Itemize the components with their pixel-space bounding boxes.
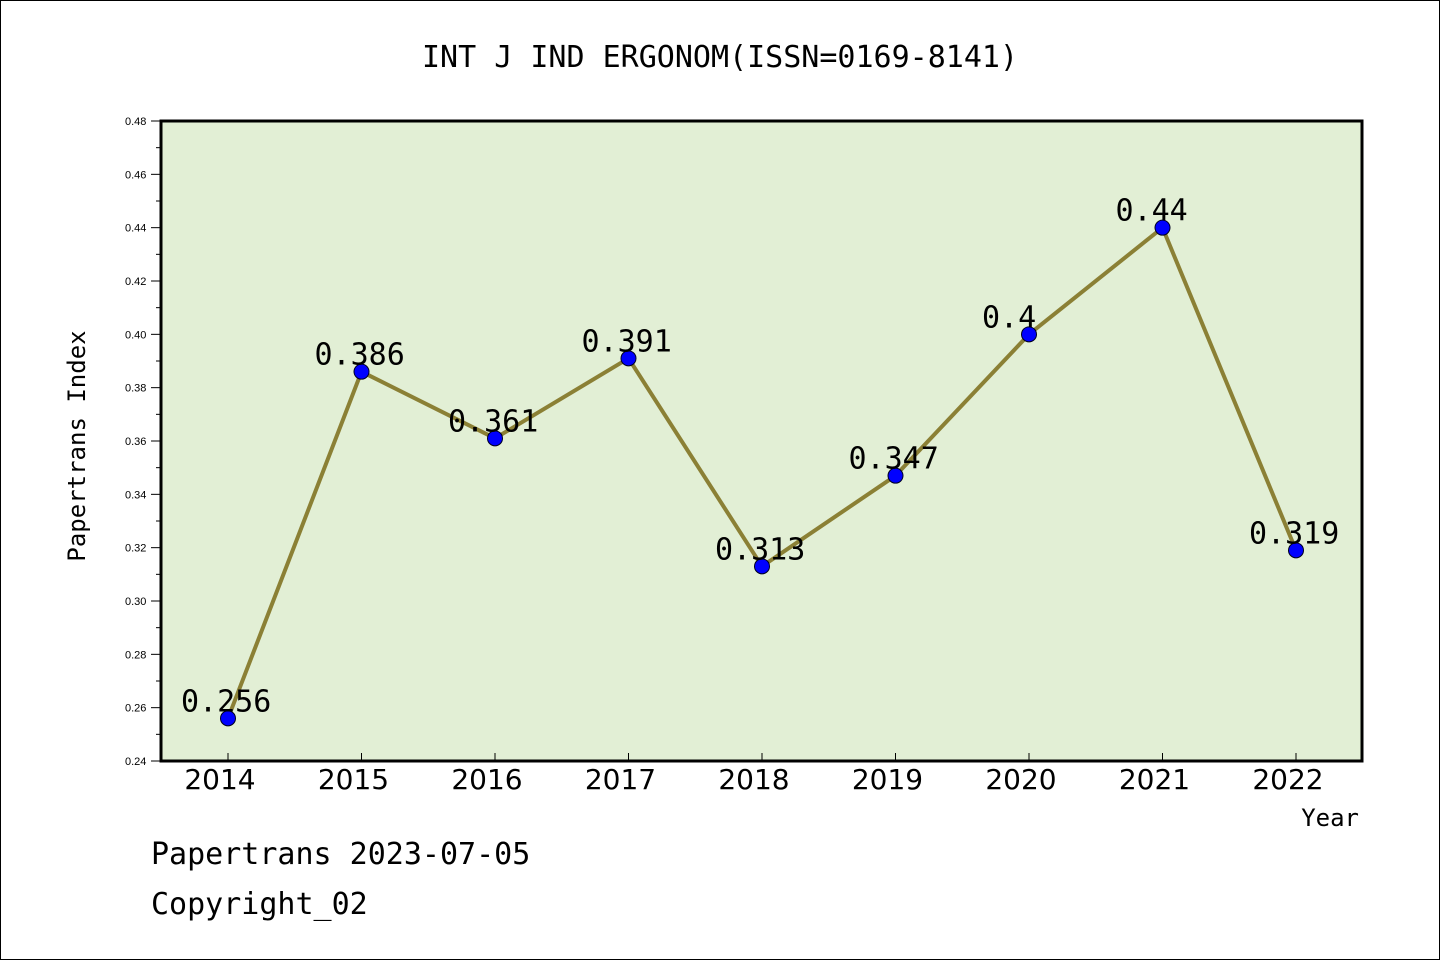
x-tick-label: 2018 (718, 763, 789, 796)
y-tick-label: 0.48 (125, 116, 146, 128)
data-label: 0.44 (1116, 194, 1188, 229)
x-tick-label: 2017 (585, 763, 656, 796)
data-point (1021, 326, 1037, 343)
x-tick-label: 2015 (318, 763, 389, 796)
y-tick-label: 0.32 (125, 543, 146, 555)
y-tick-label: 0.24 (125, 756, 146, 768)
y-tick-label: 0.28 (125, 649, 146, 661)
data-label: 0.319 (1249, 516, 1339, 551)
data-point (887, 467, 904, 484)
footer-date-text: Papertrans 2023-07-05 (151, 837, 531, 872)
data-markers (220, 219, 1304, 727)
y-tick-label: 0.26 (125, 703, 146, 715)
data-label: 0.361 (448, 404, 538, 439)
x-tick-label: 2021 (1119, 763, 1190, 796)
data-labels: 0.256 0.386 0.361 0.391 0.313 0.347 0.4 0.44 0.3… (181, 194, 1339, 720)
x-axis-label: Year (1301, 804, 1359, 832)
data-label: 0.256 (181, 684, 271, 719)
y-tick-label: 0.30 (125, 596, 146, 608)
data-point (220, 710, 236, 727)
x-tick-label: 2019 (852, 763, 923, 796)
data-label: 0.347 (849, 442, 939, 477)
data-label: 0.386 (315, 338, 405, 373)
x-axis-ticks: 2014 2015 2016 2017 2018 2019 2020 2021 2022 (184, 753, 1324, 796)
y-tick-label: 0.42 (125, 276, 146, 288)
data-point (1154, 219, 1171, 236)
data-label: 0.313 (715, 532, 805, 567)
x-tick-label: 2016 (451, 763, 522, 796)
x-tick-label: 2022 (1252, 763, 1323, 796)
y-tick-label: 0.36 (125, 436, 146, 448)
plot-frame (159, 119, 1364, 763)
data-label: 0.391 (582, 324, 672, 359)
y-tick-label: 0.34 (125, 489, 146, 501)
y-tick-label: 0.40 (125, 329, 146, 341)
data-point (620, 350, 637, 367)
y-tick-label: 0.44 (125, 223, 146, 235)
data-label: 0.4 (982, 300, 1036, 335)
y-tick-label: 0.38 (125, 383, 146, 395)
x-tick-label: 2014 (184, 763, 255, 796)
chart-title: INT J IND ERGONOM(ISSN=0169-8141) (422, 40, 1018, 75)
x-tick-label: 2020 (985, 763, 1056, 796)
data-point (1288, 542, 1304, 559)
data-point (487, 430, 503, 447)
data-point (754, 558, 770, 575)
y-tick-label: 0.46 (125, 169, 146, 181)
y-axis-label: Papertrans Index (63, 330, 91, 561)
y-axis-ticks: 0.24 0.26 0.28 0.30 0.32 0.34 0.36 0.38 0.40 0.42… (125, 116, 161, 768)
data-point (353, 363, 370, 380)
footer-copyright-text: Copyright_02 (151, 887, 368, 922)
